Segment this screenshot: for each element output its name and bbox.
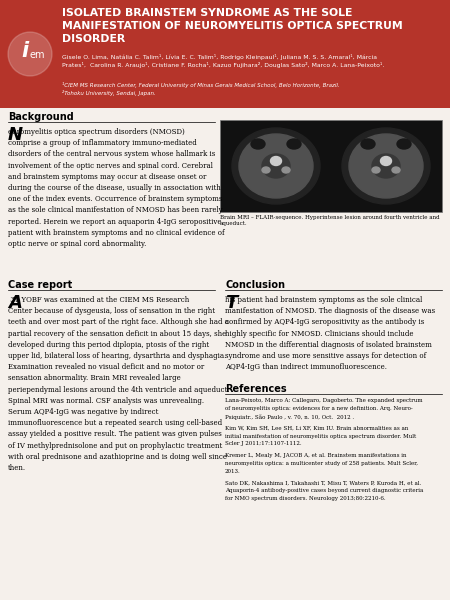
Text: sensation abnormality. Brain MRI revealed large: sensation abnormality. Brain MRI reveale… (8, 374, 181, 382)
Text: one of the index events. Occurrence of brainstem symptoms: one of the index events. Occurrence of b… (8, 195, 222, 203)
Text: upper lid, bilateral loss of hearing, dysarthria and dysphagia.: upper lid, bilateral loss of hearing, dy… (8, 352, 226, 360)
Text: Kremer L, Mealy M, JACOB A, et al. Brainstem manifestations in: Kremer L, Mealy M, JACOB A, et al. Brain… (225, 453, 406, 458)
Ellipse shape (251, 139, 265, 149)
Text: A: A (8, 294, 22, 312)
Ellipse shape (392, 167, 400, 173)
Ellipse shape (381, 157, 392, 166)
Text: Scler J 2011;17:1107-1112.: Scler J 2011;17:1107-1112. (225, 442, 302, 446)
Circle shape (170, 245, 280, 355)
Ellipse shape (372, 154, 400, 178)
FancyBboxPatch shape (0, 0, 450, 108)
Text: NMOSD in the differential diagnosis of isolated brainstem: NMOSD in the differential diagnosis of i… (225, 341, 432, 349)
Ellipse shape (361, 139, 375, 149)
Text: Kim W, Kim SH, Lee SH, Li XF, Kim IU. Brain abnormalities as an: Kim W, Kim SH, Lee SH, Li XF, Kim IU. Br… (225, 426, 409, 431)
Text: reported. Herein we report an aquaporin 4-IgG seropositive: reported. Herein we report an aquaporin … (8, 218, 221, 226)
Text: syndrome and use more sensitive assays for detection of: syndrome and use more sensitive assays f… (225, 352, 426, 360)
Ellipse shape (349, 134, 423, 198)
Text: Psiquiatr., São Paulo , v. 70, n. 10, Oct.  2012 .: Psiquiatr., São Paulo , v. 70, n. 10, Oc… (225, 414, 354, 419)
FancyBboxPatch shape (220, 120, 442, 212)
Ellipse shape (342, 128, 430, 204)
Text: Serum AQP4-IgG was negative by indirect: Serum AQP4-IgG was negative by indirect (8, 408, 158, 416)
Text: manifestation of NMOSD. The diagnosis of the disease was: manifestation of NMOSD. The diagnosis of… (225, 307, 435, 315)
Text: N: N (8, 126, 23, 144)
Text: involvement of the optic nerves and spinal cord. Cerebral: involvement of the optic nerves and spin… (8, 161, 213, 170)
Text: teeth and over most part of the right face. Although she had a: teeth and over most part of the right fa… (8, 319, 229, 326)
Text: during the course of the disease, usually in association with: during the course of the disease, usuall… (8, 184, 221, 192)
Text: euromyelitis optica spectrum disorders (NMOSD): euromyelitis optica spectrum disorders (… (8, 128, 185, 136)
Ellipse shape (372, 167, 380, 173)
Text: Lana-Peixoto, Marco A; Callegaro, Dagoberto. The expanded spectrum: Lana-Peixoto, Marco A; Callegaro, Dagobe… (225, 398, 423, 403)
Text: with oral prednisone and azathioprine and is doing well since: with oral prednisone and azathioprine an… (8, 453, 227, 461)
Ellipse shape (282, 167, 290, 173)
Text: as the sole clinical manifestation of NMOSD has been rarely: as the sole clinical manifestation of NM… (8, 206, 223, 214)
Ellipse shape (262, 154, 290, 178)
Text: Aquaporin-4 antibody-positive cases beyond current diagnostic criteria: Aquaporin-4 antibody-positive cases beyo… (225, 488, 423, 493)
Text: neuromyelitis optica: a multicenter study of 258 patients. Mult Scler,: neuromyelitis optica: a multicenter stud… (225, 461, 418, 466)
Text: then.: then. (8, 464, 26, 472)
Circle shape (8, 32, 52, 76)
Text: em: em (29, 50, 45, 60)
Text: i: i (22, 41, 28, 61)
Text: of IV methylprednisolone and put on prophylactic treatment: of IV methylprednisolone and put on prop… (8, 442, 222, 449)
Ellipse shape (262, 167, 270, 173)
Text: developed during this period diplopia, ptosis of the right: developed during this period diplopia, p… (8, 341, 209, 349)
FancyBboxPatch shape (0, 108, 450, 600)
Text: AQP4-IgG than indirect immunofluorescence.: AQP4-IgG than indirect immunofluorescenc… (225, 363, 387, 371)
Text: References: References (225, 385, 287, 394)
Text: Examination revealed no visual deficit and no motor or: Examination revealed no visual deficit a… (8, 363, 204, 371)
Text: Conclusion: Conclusion (225, 280, 285, 290)
Text: Spinal MRI was normal. CSF analysis was unrevealing.: Spinal MRI was normal. CSF analysis was … (8, 397, 204, 405)
Text: highly specific for NMOSD. Clinicians should include: highly specific for NMOSD. Clinicians sh… (225, 329, 414, 338)
Text: partial recovery of the sensation deficit in about 15 days, she: partial recovery of the sensation defici… (8, 329, 226, 338)
Text: immunofluorescence but a repeated search using cell-based: immunofluorescence but a repeated search… (8, 419, 222, 427)
Text: his patient had brainstem symptoms as the sole clinical: his patient had brainstem symptoms as th… (225, 296, 422, 304)
Text: confirmed by AQP4-IgG seropositivity as the antibody is: confirmed by AQP4-IgG seropositivity as … (225, 319, 424, 326)
Text: for NMO spectrum disorders. Neurology 2013;80:2210-6.: for NMO spectrum disorders. Neurology 20… (225, 496, 386, 501)
Text: initial manifestation of neuromyelitis optica spectrum disorder. Mult: initial manifestation of neuromyelitis o… (225, 434, 416, 439)
Text: Case report: Case report (8, 280, 72, 290)
Text: ISOLATED BRAINSTEM SYNDROME AS THE SOLE
MANIFESTATION OF NEUROMYELITIS OPTICA SP: ISOLATED BRAINSTEM SYNDROME AS THE SOLE … (62, 8, 403, 44)
Text: Gisele O. Lima, Natália C. Talim¹, Lívia E. C. Talim¹, Rodrigo Kleinpaul¹, Julia: Gisele O. Lima, Natália C. Talim¹, Lívia… (62, 54, 384, 68)
Text: ¹CIEM MS Research Center, Federal University of Minas Gerais Medical School, Bel: ¹CIEM MS Research Center, Federal Univer… (62, 82, 340, 95)
Text: Sato DK, Nakashima I, Takahashi T, Misu T, Waters P, Kuroda H, et al.: Sato DK, Nakashima I, Takahashi T, Misu … (225, 481, 421, 485)
Text: Background: Background (8, 112, 74, 122)
Text: comprise a group of inflammatory immuno-mediated: comprise a group of inflammatory immuno-… (8, 139, 197, 147)
Text: periependymal lesions around the 4th ventricle and aqueduct.: periependymal lesions around the 4th ven… (8, 386, 230, 394)
Ellipse shape (397, 139, 411, 149)
Text: Brain MRI – FLAIR-sequence. Hyperintense lesion around fourth ventricle and
aque: Brain MRI – FLAIR-sequence. Hyperintense… (220, 215, 440, 226)
Ellipse shape (287, 139, 301, 149)
Text: T: T (225, 294, 237, 312)
Text: Center because of dysgeusia, loss of sensation in the right: Center because of dysgeusia, loss of sen… (8, 307, 215, 315)
Circle shape (185, 260, 265, 340)
Text: 2013.: 2013. (225, 469, 241, 474)
Text: 31 YOBF was examined at the CIEM MS Research: 31 YOBF was examined at the CIEM MS Rese… (8, 296, 189, 304)
Text: of neuromyelitis optica: evidences for a new definition. Arq. Neuro-: of neuromyelitis optica: evidences for a… (225, 406, 413, 411)
Text: assay yielded a positive result. The patient was given pulses: assay yielded a positive result. The pat… (8, 430, 222, 439)
Text: and brainstem symptoms may occur at disease onset or: and brainstem symptoms may occur at dise… (8, 173, 207, 181)
Text: patient with brainstem symptoms and no clinical evidence of: patient with brainstem symptoms and no c… (8, 229, 225, 237)
Ellipse shape (239, 134, 313, 198)
Text: disorders of the central nervous system whose hallmark is: disorders of the central nervous system … (8, 151, 215, 158)
Ellipse shape (232, 128, 320, 204)
Ellipse shape (270, 157, 282, 166)
Text: optic nerve or spinal cord abnormality.: optic nerve or spinal cord abnormality. (8, 240, 146, 248)
